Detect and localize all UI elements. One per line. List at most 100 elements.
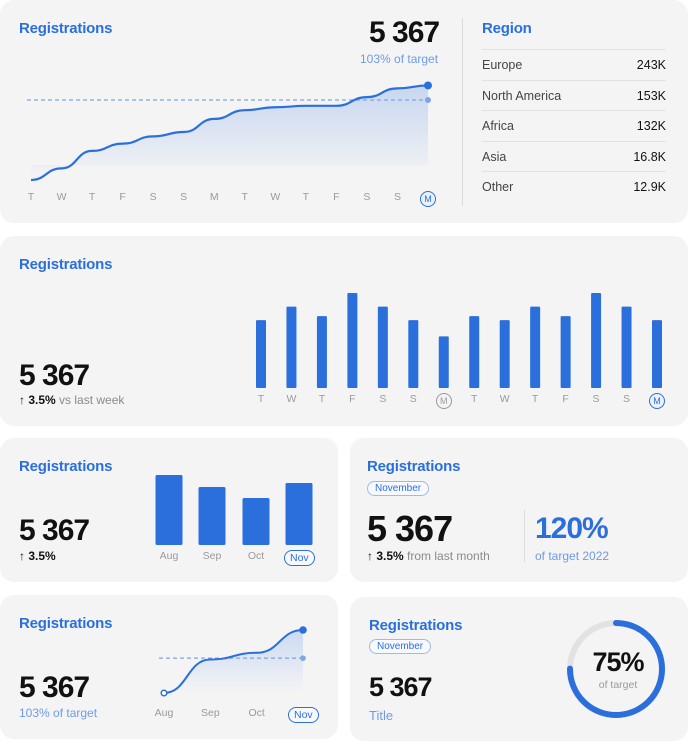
bar [256,320,266,388]
axis-label: Aug [159,550,179,562]
axis-label: F [562,393,569,405]
change-value: 3.5% [28,549,56,563]
bar [242,498,270,545]
bar [198,487,226,545]
arrow-up-icon: ↑ [19,549,25,563]
card-title: Registrations [19,615,113,632]
region-row[interactable]: Other 12.9K [482,171,666,202]
axis-label: T [257,393,265,405]
metric-change: ↑ 3.5% from last month [367,549,490,563]
axis-label: S [180,191,188,203]
axis-label: S [379,393,387,405]
target-endpoint [425,97,431,103]
line-endpoint [299,626,307,634]
change-value: 3.5% [28,393,56,407]
region-value: 16.8K [633,149,666,164]
axis-label: S [409,393,417,405]
metric-value: 5 367 [19,671,90,704]
gauge-subtitle: of target [598,679,638,691]
axis-label: W [286,393,297,405]
arrow-up-icon: ↑ [19,393,25,407]
metric-subtitle: 103% of target [19,706,98,720]
line-series [30,84,429,182]
metric-value: 5 367 [367,508,453,549]
metric-value: 5 367 [19,359,90,392]
bar [652,320,662,388]
region-row[interactable]: Europe 243K [482,49,666,80]
gauge-ring [567,620,665,718]
target-percent: 120% [535,512,609,545]
bar [316,316,327,388]
axis-label: Nov [284,550,315,566]
axis-label: S [592,393,600,405]
card-title: Registrations [19,20,113,37]
region-row[interactable]: North America 153K [482,79,666,111]
axis-label: M [434,393,454,409]
region-name: Europe [482,58,523,72]
region-value: 153K [636,88,666,103]
metric-change: ↑ 3.5% vs last week [19,393,124,407]
metric-change: ↑ 3.5% [19,549,56,563]
metric-value: 5 367 [369,16,440,49]
axis-label: T [471,393,478,405]
bar [621,306,632,388]
gauge-percent: 75% [592,647,644,677]
line-chart [159,626,307,697]
bar [530,306,541,388]
month-pill[interactable]: November [369,639,432,654]
card-registrations-monthly-bars: Registrations 5 367 ↑ 3.5% Aug Sep Oct Nov [0,438,338,582]
month-pill[interactable]: November [367,481,430,496]
line-series [163,629,304,694]
metric-subtitle: 103% of target [360,52,439,66]
card-title: Registrations [369,617,463,634]
axis-label: M [647,393,667,409]
divider [462,18,463,206]
region-value: 12.9K [633,180,666,194]
metric-value: 5 367 [369,672,433,702]
region-value: 243K [636,58,666,72]
region-row[interactable]: Asia 16.8K [482,140,666,172]
region-row[interactable]: Africa 132K [482,110,666,141]
arrow-up-icon: ↑ [367,549,373,563]
line-area [164,630,303,693]
region-name: Other [482,180,514,194]
axis-label: T [241,191,248,203]
change-suffix: from last month [407,549,490,563]
axis-label: W [56,191,67,203]
bar-chart [256,293,662,388]
axis-label: S [393,191,401,203]
bar [155,475,183,545]
axis-label: F [349,393,356,405]
metric-label: Title [369,708,394,723]
card-title: Registrations [19,458,113,475]
bar [438,336,449,388]
card-title: Registrations [19,256,113,273]
line-chart [27,81,432,182]
axis-label: W [270,191,281,203]
line-area [31,85,428,180]
axis-label: Nov [288,707,319,723]
bar [591,293,602,388]
axis-label: F [119,191,126,203]
region-name: Asia [482,149,507,164]
divider [524,510,525,562]
card-title: Registrations [367,458,461,475]
axis-label: W [499,393,510,405]
bar [286,306,297,388]
card-registrations-weekly: Registrations 5 367 ↑ 3.5% vs last week … [0,236,688,426]
region-title: Region [482,20,532,37]
axis-label: T [318,393,326,405]
region-name: North America [482,88,562,103]
axis-label: S [623,393,631,405]
bar [285,483,313,545]
axis-label: S [149,191,157,203]
gauge-arc [567,620,665,718]
axis-label: T [302,191,310,203]
axis-label: T [531,393,539,405]
line-endpoint [424,81,432,90]
change-suffix: vs last week [59,393,125,407]
target-subtitle: of target 2022 [535,549,610,563]
card-registrations-region: Registrations 5 367 103% of target T W T F S… [0,0,688,223]
axis-label: T [27,191,35,203]
bar-chart [155,475,313,545]
